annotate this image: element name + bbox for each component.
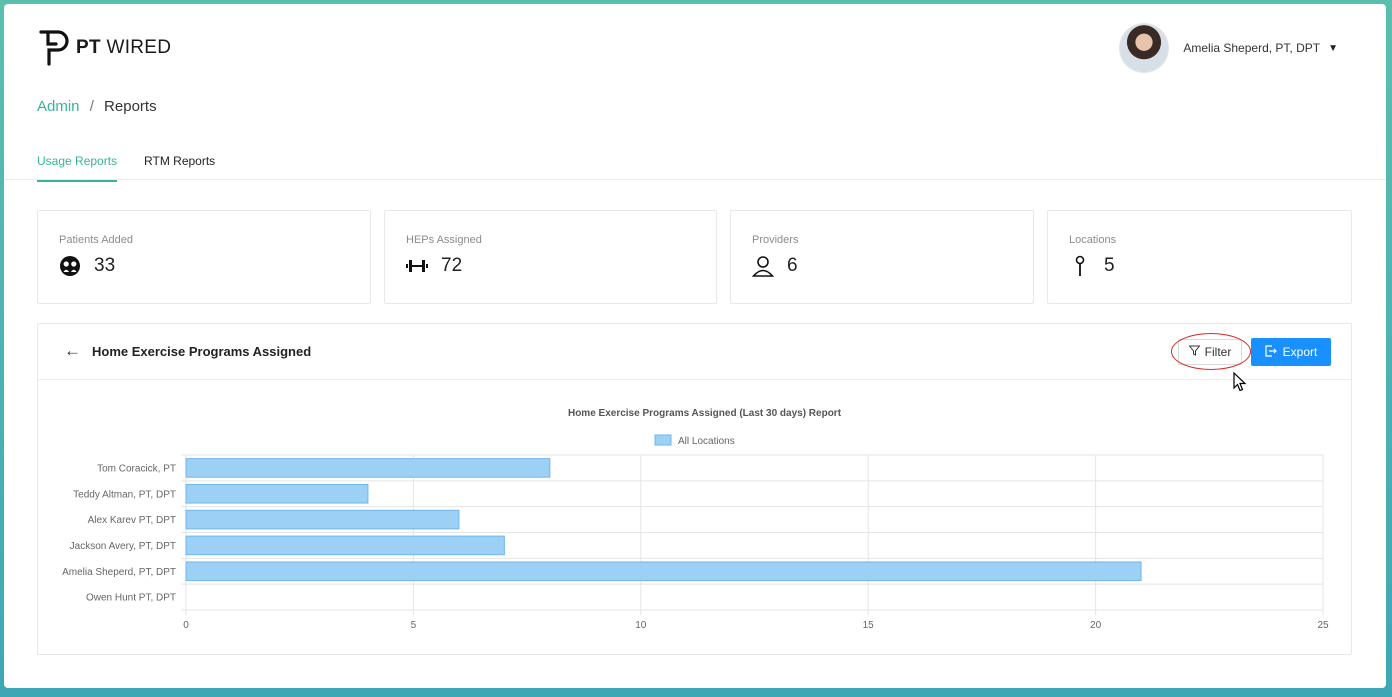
panel-title: Home Exercise Programs Assigned xyxy=(92,344,312,359)
breadcrumb-admin-link[interactable]: Admin xyxy=(37,98,80,115)
stat-value: 5 xyxy=(1104,255,1115,276)
breadcrumb-separator: / xyxy=(89,98,94,115)
x-tick-label: 5 xyxy=(411,620,417,631)
patients-icon xyxy=(60,256,80,276)
stat-label: Locations xyxy=(1069,234,1117,246)
bar xyxy=(185,509,460,530)
stat-card-heps[interactable]: HEPs Assigned 72 xyxy=(384,210,717,304)
filter-label: Filter xyxy=(1204,345,1232,359)
stat-card-locations[interactable]: Locations 5 xyxy=(1047,210,1352,304)
y-tick-label: Tom Coracick, PT xyxy=(97,463,176,474)
filter-icon xyxy=(1188,345,1201,359)
stat-label: Patients Added xyxy=(59,234,134,246)
tab-usage-reports[interactable]: Usage Reports xyxy=(37,154,118,182)
stat-value: 33 xyxy=(94,255,116,276)
legend-swatch xyxy=(654,434,672,446)
breadcrumb: Admin / Reports xyxy=(37,98,157,115)
app-window: PT WIRED Amelia Sheperd, PT, DPT ▼ Admin… xyxy=(4,4,1386,688)
logo-mark-icon xyxy=(39,30,69,66)
bar xyxy=(185,561,1142,582)
breadcrumb-current: Reports xyxy=(104,98,157,115)
y-tick-label: Alex Karev PT, DPT xyxy=(88,515,176,526)
chevron-down-icon[interactable]: ▼ xyxy=(1328,42,1338,54)
bar xyxy=(185,458,551,478)
report-panel: ← Home Exercise Programs Assigned Filter… xyxy=(37,323,1352,655)
report-tabs: Usage Reports RTM Reports xyxy=(37,154,242,182)
avatar[interactable] xyxy=(1119,23,1170,73)
x-tick-label: 15 xyxy=(863,620,875,631)
bar xyxy=(185,483,369,504)
pin-icon xyxy=(1075,255,1085,276)
legend-label: All Locations xyxy=(678,436,735,447)
chart-title: Home Exercise Programs Assigned (Last 30… xyxy=(568,408,842,419)
dumbbell-icon xyxy=(406,260,428,272)
y-tick-label: Amelia Sheperd, PT, DPT xyxy=(62,567,176,578)
back-arrow-icon[interactable]: ← xyxy=(64,341,81,360)
user-name: Amelia Sheperd, PT, DPT xyxy=(1183,41,1321,55)
user-menu[interactable]: Amelia Sheperd, PT, DPT ▼ xyxy=(1119,23,1338,73)
x-tick-label: 10 xyxy=(635,620,647,631)
stat-card-patients[interactable]: Patients Added 33 xyxy=(37,210,371,304)
tabs-divider xyxy=(4,179,1386,180)
stat-value: 6 xyxy=(787,255,798,276)
stat-value: 72 xyxy=(441,255,463,276)
filter-button[interactable]: Filter xyxy=(1178,339,1242,365)
y-tick-label: Owen Hunt PT, DPT xyxy=(86,593,176,604)
export-label: Export xyxy=(1282,345,1318,359)
x-tick-label: 0 xyxy=(183,620,189,631)
x-tick-label: 25 xyxy=(1317,620,1329,631)
logo-text: PT WIRED xyxy=(76,37,172,58)
panel-header: ← Home Exercise Programs Assigned Filter… xyxy=(38,324,1351,392)
bar-chart: Home Exercise Programs Assigned (Last 30… xyxy=(62,408,1329,631)
y-tick-label: Teddy Altman, PT, DPT xyxy=(73,489,176,500)
y-tick-label: Jackson Avery, PT, DPT xyxy=(70,541,176,552)
x-tick-label: 20 xyxy=(1090,620,1102,631)
export-icon xyxy=(1265,344,1277,360)
export-button[interactable]: Export xyxy=(1251,338,1331,366)
mouse-cursor-icon xyxy=(1233,372,1247,392)
stat-label: Providers xyxy=(752,234,799,246)
user-icon xyxy=(752,256,774,277)
stat-card-providers[interactable]: Providers 6 xyxy=(730,210,1034,304)
tab-rtm-reports[interactable]: RTM Reports xyxy=(144,154,216,168)
stat-label: HEPs Assigned xyxy=(406,234,482,246)
bar xyxy=(185,535,505,556)
pt-wired-logo[interactable]: PT WIRED xyxy=(38,28,171,68)
